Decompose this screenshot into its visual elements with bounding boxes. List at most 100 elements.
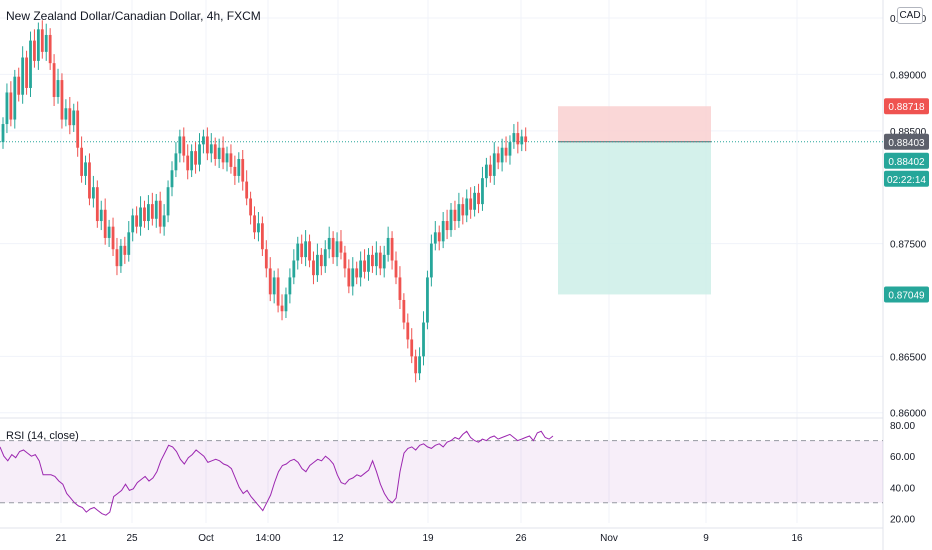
candle-body (64, 108, 68, 120)
candle-body (343, 252, 347, 269)
chart-title: New Zealand Dollar/Canadian Dollar, 4h, … (6, 9, 261, 23)
candle (48, 28, 52, 70)
candle (429, 234, 433, 287)
candle-body (331, 237, 335, 258)
candle (308, 234, 311, 268)
candle (162, 204, 166, 236)
candle-body (233, 166, 237, 176)
axis-price-tag: 02:22:14 (884, 170, 929, 187)
candle (225, 146, 229, 172)
candle (477, 183, 480, 214)
candle (339, 230, 343, 260)
candle-body (492, 153, 496, 176)
candle-body (9, 92, 13, 120)
candle-body (178, 136, 182, 154)
candle (158, 191, 162, 234)
candle-body (433, 232, 437, 244)
candle (229, 144, 233, 174)
candle-body (198, 144, 201, 165)
candle-body (253, 215, 256, 233)
candle (276, 268, 280, 313)
candle-body (504, 147, 508, 156)
candle-body (205, 136, 209, 154)
candle-body (33, 40, 36, 61)
candle (182, 127, 186, 163)
currency-button[interactable]: CAD (897, 7, 923, 24)
candle-body (241, 159, 245, 182)
candle (139, 196, 142, 236)
candle-body (80, 147, 83, 176)
candle (355, 261, 359, 285)
candle (127, 221, 131, 262)
candle-body (410, 339, 414, 357)
rsi-tick-label: 60.00 (890, 452, 915, 463)
candle-body (327, 237, 331, 250)
candle-body (461, 204, 465, 216)
candle (461, 197, 465, 225)
candle-body (284, 294, 288, 312)
candle-body (225, 153, 229, 163)
candle (437, 225, 441, 251)
candle (80, 136, 83, 183)
candle-body (268, 268, 272, 295)
candle-body (60, 80, 64, 120)
axis-price-tag-bg (884, 286, 929, 303)
candle (390, 231, 394, 270)
rsi-tick-label: 80.00 (890, 421, 915, 432)
candle (217, 138, 221, 169)
candle (150, 192, 154, 226)
candle-body (131, 215, 135, 233)
candle (469, 187, 473, 219)
candle-body (288, 277, 292, 295)
candle-body (484, 164, 488, 179)
candle-body (402, 299, 406, 323)
candle-body (264, 249, 268, 269)
time-tick-label: 21 (55, 533, 67, 544)
candle-body (488, 164, 492, 176)
candle-body (127, 232, 131, 255)
candle (343, 245, 347, 278)
candle (410, 328, 414, 364)
candle (374, 241, 378, 276)
time-tick-label: 14:00 (255, 533, 280, 544)
candle (300, 234, 304, 264)
candle-body (481, 178, 484, 205)
candle (213, 137, 217, 166)
candle-body (512, 133, 516, 143)
candle (36, 22, 40, 70)
candle-body (17, 76, 21, 95)
candle-body (29, 40, 32, 88)
candle (398, 266, 402, 309)
candle-body (158, 200, 162, 227)
candle (406, 313, 410, 349)
position-tool (0, 106, 883, 295)
candle (382, 245, 386, 278)
candle (44, 23, 48, 61)
candle-body (36, 29, 40, 61)
candle (91, 175, 95, 208)
rsi-tick-label: 40.00 (890, 483, 915, 494)
candle (457, 192, 461, 228)
candle-body (304, 241, 308, 258)
candle (64, 99, 68, 127)
candle-body (386, 237, 390, 255)
axis-price-tag: 0.88718 (884, 98, 929, 115)
candle (292, 249, 296, 285)
rsi-band-fill (0, 440, 883, 503)
time-tick-label: 26 (515, 533, 527, 544)
candle-body (371, 254, 374, 267)
candle-body (194, 151, 197, 165)
candle (25, 50, 28, 95)
axis-price-tag-text: 0.88403 (888, 138, 925, 149)
candle-body (221, 147, 225, 163)
candle-body (260, 223, 264, 250)
candle-body (91, 187, 95, 199)
time-tick-label: Oct (198, 533, 214, 544)
candle (268, 257, 272, 302)
candle-body (465, 198, 469, 216)
candle (72, 103, 76, 132)
candle (115, 237, 119, 276)
candle (363, 249, 366, 279)
axis-price-tag: 0.88403 (884, 133, 929, 150)
